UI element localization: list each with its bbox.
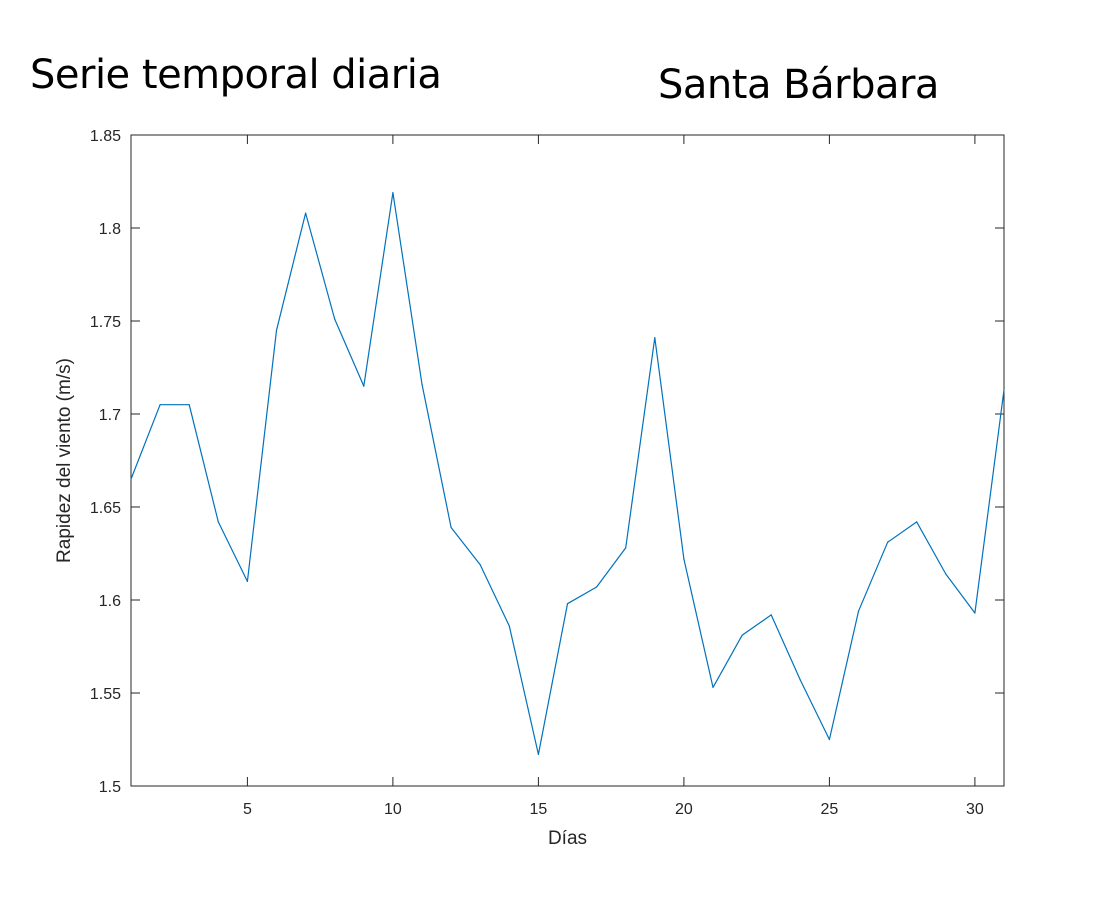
data-point xyxy=(683,558,685,560)
data-point xyxy=(334,318,336,320)
data-point xyxy=(217,521,219,523)
y-tick-label: 1.55 xyxy=(90,686,121,703)
data-point xyxy=(508,625,510,627)
y-tick-label: 1.65 xyxy=(90,500,121,517)
data-point xyxy=(421,383,423,385)
data-point xyxy=(596,586,598,588)
data-point xyxy=(857,610,860,612)
page-title: Serie temporal diaria xyxy=(30,52,442,98)
y-axis-label: Rapidez del viento (m/s) xyxy=(54,358,75,563)
data-point xyxy=(799,679,801,681)
location-title: Santa Bárbara xyxy=(658,62,939,108)
data-point xyxy=(275,329,278,331)
x-tick-label: 25 xyxy=(821,801,839,818)
series-line xyxy=(130,192,1005,756)
y-tick-label: 1.8 xyxy=(99,221,121,238)
data-point xyxy=(246,580,248,583)
y-tick-label: 1.6 xyxy=(99,593,121,610)
data-point xyxy=(566,603,569,605)
data-point xyxy=(479,564,481,566)
data-point xyxy=(654,337,656,339)
x-tick-label: 30 xyxy=(966,801,984,818)
y-tick-label: 1.5 xyxy=(99,779,121,796)
data-point xyxy=(450,526,452,529)
plot-frame xyxy=(130,134,1005,787)
y-axis: 1.5 1.55 1.6 1.65 1.7 1.75 1.8 1.85 xyxy=(90,128,1004,796)
data-point xyxy=(159,404,161,406)
data-point xyxy=(188,404,190,406)
data-point xyxy=(537,753,540,755)
x-axis-label: Días xyxy=(548,828,587,849)
data-point xyxy=(363,385,365,387)
plot-area-border xyxy=(130,134,1005,787)
data-point xyxy=(1003,389,1005,391)
data-point xyxy=(712,686,714,689)
data-point xyxy=(305,212,307,214)
data-point xyxy=(770,614,772,616)
data-point xyxy=(625,547,627,549)
data-point xyxy=(974,612,976,614)
x-tick-label: 5 xyxy=(243,801,252,818)
data-point xyxy=(916,521,918,523)
series-layer xyxy=(130,192,1005,756)
x-tick-label: 20 xyxy=(675,801,693,818)
data-point xyxy=(887,541,889,543)
data-point xyxy=(945,573,947,575)
y-tick-label: 1.85 xyxy=(90,128,121,145)
x-axis: 5 10 15 20 25 30 xyxy=(243,135,984,818)
data-point xyxy=(828,738,831,741)
data-point xyxy=(741,634,743,636)
x-tick-label: 10 xyxy=(384,801,402,818)
x-tick-label: 15 xyxy=(530,801,548,818)
y-tick-label: 1.75 xyxy=(90,314,121,331)
data-point xyxy=(392,192,394,194)
data-point xyxy=(130,478,132,480)
y-tick-label: 1.7 xyxy=(99,407,121,424)
